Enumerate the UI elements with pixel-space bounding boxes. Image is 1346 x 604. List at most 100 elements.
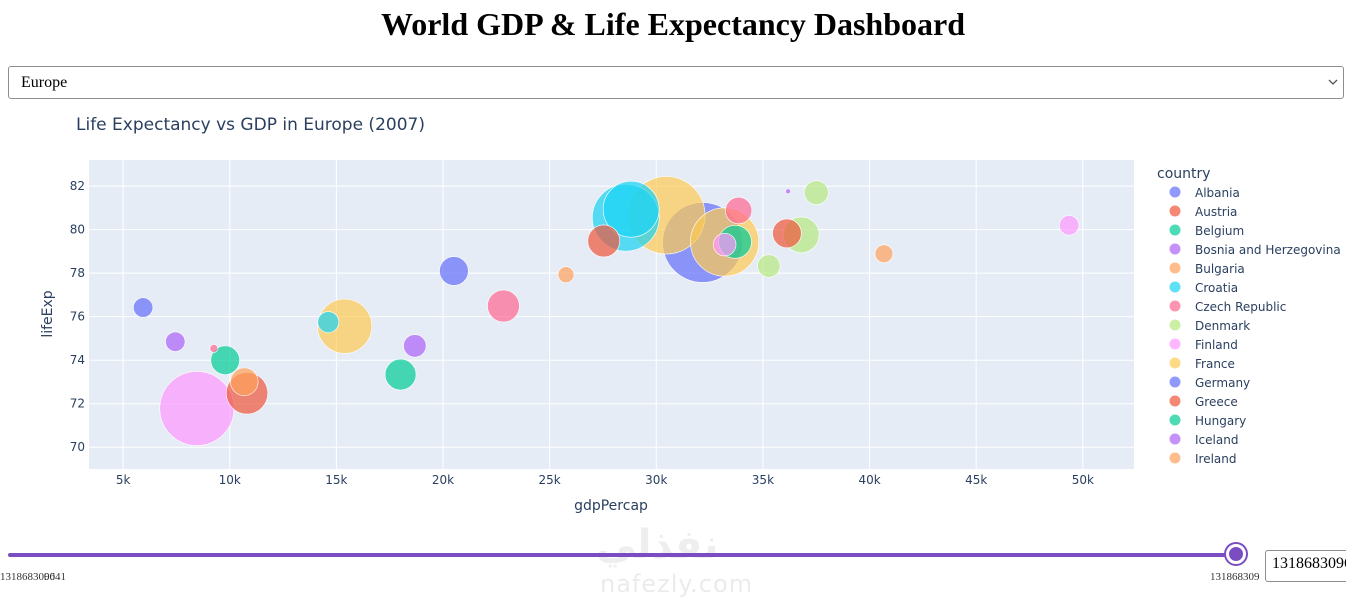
legend: Albania Austria Belgium Bosnia and Herzegov… [1169, 186, 1341, 466]
year-slider-track[interactable] [8, 553, 1240, 557]
x-tick-label: 25k [539, 473, 561, 487]
legend-marker [1169, 452, 1181, 464]
bubble-slovenia [557, 266, 575, 283]
axis-ticks: 5k 10k 15k 20k 25k 30k 35k 40k 45k 50k 70 72 74 76 78 8… [70, 179, 1094, 487]
slider-value-input[interactable]: 1318683096 [1265, 550, 1346, 582]
x-tick-label: 15k [325, 473, 347, 487]
legend-item[interactable]: Greece [1169, 395, 1238, 409]
bubble-montenegro [209, 344, 219, 353]
bubble-czech-republic [487, 289, 520, 323]
legend-label: Iceland [1195, 433, 1238, 447]
legend-label: Bosnia and Herzegovina [1195, 243, 1341, 257]
x-tick-label: 50k [1072, 473, 1094, 487]
bubble-turkey [159, 371, 235, 446]
legend-item[interactable]: Austria [1169, 205, 1238, 219]
y-tick-label: 82 [70, 179, 85, 193]
bubble-spain [602, 180, 660, 238]
year-slider-handle[interactable] [1226, 544, 1246, 564]
y-tick-label: 76 [70, 310, 85, 324]
dropdown-selected-value: Europe [21, 74, 68, 91]
legend-item[interactable]: France [1169, 357, 1235, 371]
bubble-croatia [317, 311, 340, 333]
legend-marker [1169, 300, 1181, 312]
legend-item[interactable]: Hungary [1169, 414, 1247, 428]
legend-item[interactable]: Iceland [1169, 433, 1239, 447]
legend-item[interactable]: Bulgaria [1169, 262, 1245, 276]
bubble-portugal [439, 256, 469, 286]
bubble-ireland [874, 244, 894, 264]
bubble-hungary [384, 358, 417, 391]
legend-marker [1169, 319, 1181, 331]
legend-marker [1169, 357, 1181, 369]
legend-marker [1169, 243, 1181, 255]
bubble-bosnia-and-herzegovina [165, 331, 186, 352]
y-tick-label: 70 [70, 440, 85, 454]
legend-item[interactable]: Croatia [1169, 281, 1239, 295]
x-tick-label: 5k [116, 473, 131, 487]
legend-title: country [1157, 166, 1211, 182]
bubble-norway [1059, 215, 1080, 236]
bubble-sweden [725, 196, 753, 225]
x-tick-label: 45k [965, 473, 987, 487]
page-title: World GDP & Life Expectancy Dashboard [380, 6, 965, 42]
legend-label: Bulgaria [1195, 262, 1245, 276]
x-tick-label: 20k [432, 473, 454, 487]
legend-marker [1169, 281, 1181, 293]
x-axis-label: gdpPercap [574, 498, 648, 514]
legend-marker [1169, 205, 1181, 217]
slider-min-label: 1318683096 [0, 571, 55, 583]
bubble-greece [587, 224, 621, 258]
bubble-serbia [210, 345, 240, 375]
legend-item[interactable]: Albania [1169, 186, 1240, 200]
y-tick-label: 78 [70, 266, 85, 280]
bubble-slovak-republic [403, 334, 427, 358]
chevron-down-icon[interactable] [1327, 76, 1339, 88]
legend-item[interactable]: Germany [1169, 376, 1251, 390]
legend-marker [1169, 414, 1181, 426]
legend-label: Hungary [1195, 414, 1246, 428]
y-tick-label: 74 [70, 353, 85, 367]
legend-item[interactable]: Ireland [1169, 452, 1237, 466]
watermark-text: nafezly.com [600, 570, 754, 598]
legend-marker [1169, 376, 1181, 388]
legend-label: Ireland [1195, 452, 1237, 466]
gridlines [89, 160, 1134, 469]
chart-title: Life Expectancy vs GDP in Europe (2007) [76, 115, 425, 135]
legend-item[interactable]: Belgium [1169, 224, 1245, 238]
legend-marker [1169, 395, 1181, 407]
bubble-chart: Life Expectancy vs GDP in Europe (2007) … [40, 115, 1341, 514]
legend-marker [1169, 262, 1181, 274]
legend-item[interactable]: Finland [1169, 338, 1238, 352]
legend-label: Belgium [1195, 224, 1244, 238]
slider-max-label: 131868309 [1210, 571, 1260, 583]
legend-marker [1169, 224, 1181, 236]
legend-item[interactable]: Bosnia and Herzegovina [1169, 243, 1341, 257]
y-tick-label: 72 [70, 397, 85, 411]
x-tick-label: 10k [219, 473, 241, 487]
bubble-iceland [785, 188, 791, 195]
legend-label: France [1195, 357, 1235, 371]
x-tick-label: 35k [752, 473, 774, 487]
legend-label: Finland [1195, 338, 1238, 352]
legend-item[interactable]: Czech Republic [1169, 300, 1287, 314]
legend-item[interactable]: Denmark [1169, 319, 1251, 333]
bubble-bulgaria [230, 367, 259, 396]
legend-marker [1169, 338, 1181, 350]
bubble-austria [772, 218, 802, 249]
y-axis-label: lifeExp [40, 290, 56, 337]
continent-dropdown[interactable]: Europe [8, 66, 1344, 99]
watermark: نفذلي nafezly.com [590, 520, 760, 600]
legend-marker [1169, 433, 1181, 445]
legend-label: Greece [1195, 395, 1238, 409]
legend-label: Czech Republic [1195, 300, 1286, 314]
watermark-arabic: نفذلي [596, 522, 719, 568]
legend-marker [1169, 186, 1181, 198]
y-tick-label: 80 [70, 223, 85, 237]
bubbles [133, 176, 1080, 446]
legend-label: Albania [1195, 186, 1240, 200]
legend-label: Germany [1195, 376, 1250, 390]
legend-label: Austria [1195, 205, 1237, 219]
x-tick-label: 40k [858, 473, 880, 487]
bubble-denmark [757, 254, 781, 278]
bubble-finland [713, 233, 737, 257]
